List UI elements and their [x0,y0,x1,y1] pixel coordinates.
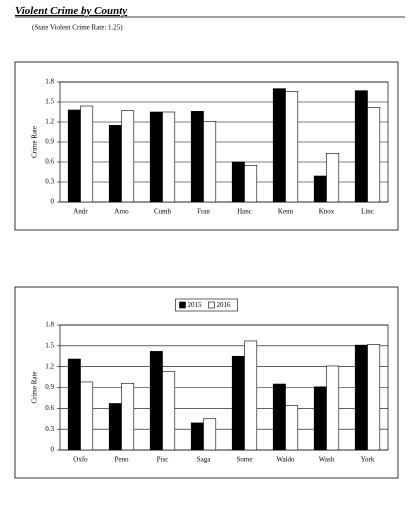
y-tick-label: 1.8 [45,78,54,86]
plot-border [59,324,389,451]
x-tick-label: Waldo [276,456,295,464]
x-tick-label: Peno [115,456,130,464]
legend-swatch [179,301,186,309]
plot-border [59,81,389,203]
bar [354,90,368,203]
y-tick-label: 1.8 [45,321,54,329]
x-tick-label: Knox [319,208,335,216]
bar [244,165,258,203]
bar [367,344,381,451]
x-tick-label: Kenn [278,208,294,216]
x-tick-label: Hanc [237,208,252,216]
bar [80,381,94,451]
bar [203,121,217,203]
bar [313,386,327,451]
legend-label: 2016 [217,301,232,309]
bar [80,105,94,203]
bar [203,418,217,451]
x-tick-label: Andr [73,208,88,216]
x-tick-label: Fran [197,208,210,216]
y-tick-label: 1.2 [45,118,54,126]
x-tick-label: Some [237,456,253,464]
y-axis-label: Crime Rate [31,371,39,403]
bar [285,405,299,451]
y-tick-label: 1.5 [45,341,54,349]
x-tick-label: Aroo [114,208,129,216]
bar [354,344,368,451]
y-tick-label: 0.3 [45,178,54,186]
legend-swatch [208,301,215,309]
chart-frame [14,286,399,479]
x-tick-label: Linc [361,208,374,216]
bar [121,110,135,203]
y-tick-label: 1.2 [45,362,54,370]
y-tick-label: 0 [51,446,55,454]
bar [149,111,163,203]
y-axis-label: Crime Rate [31,126,39,158]
bar [67,358,81,451]
bar [272,383,286,451]
bar [108,125,122,203]
y-tick-label: 0.6 [45,404,54,412]
bar [108,403,122,451]
legend-label: 2015 [188,301,203,309]
bar [326,365,340,451]
bar [231,355,245,451]
page-subtitle: (State Violent Crime Rate: 1.25) [32,24,123,32]
x-tick-label: Wash [319,456,335,464]
bar [162,111,176,203]
bar [190,111,204,203]
page-title: Violent Crime by County [15,5,127,17]
y-tick-label: 0.9 [45,138,54,146]
x-tick-label: Oxfo [73,456,88,464]
bar [67,109,81,203]
y-tick-label: 0 [51,198,55,206]
x-tick-label: Saga [197,456,212,464]
bar [231,161,245,203]
x-tick-label: York [361,456,375,464]
bar [285,91,299,203]
bar [121,383,135,451]
bar [367,107,381,203]
x-tick-label: Cumb [154,208,172,216]
legend-box [175,298,238,312]
bar [313,175,327,203]
bar [326,153,340,203]
bar [162,371,176,451]
y-tick-label: 1.5 [45,98,54,106]
y-tick-label: 0.3 [45,425,54,433]
y-tick-label: 0.6 [45,158,54,166]
chart-frame [14,61,399,231]
x-tick-label: Pisc [157,456,169,464]
bar [190,422,204,451]
y-tick-label: 0.9 [45,383,54,391]
bar [149,351,163,451]
bar [272,88,286,203]
bar [244,340,258,451]
